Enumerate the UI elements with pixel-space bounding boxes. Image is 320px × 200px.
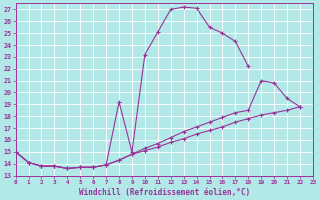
X-axis label: Windchill (Refroidissement éolien,°C): Windchill (Refroidissement éolien,°C): [79, 188, 250, 197]
